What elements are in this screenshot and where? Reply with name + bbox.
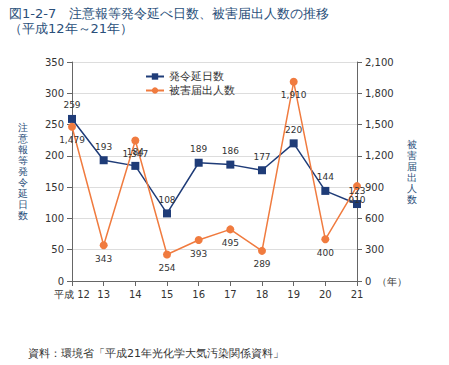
svg-text:1,500: 1,500 [365, 119, 394, 130]
svg-text:令: 令 [18, 177, 28, 188]
svg-text:400: 400 [317, 248, 334, 258]
svg-text:900: 900 [365, 182, 384, 193]
svg-text:出: 出 [407, 172, 417, 183]
svg-text:108: 108 [158, 195, 175, 205]
svg-text:0: 0 [58, 276, 64, 287]
svg-text:（平成12年～21年）: （平成12年～21年） [9, 21, 133, 36]
svg-text:発令延日数: 発令延日数 [169, 70, 224, 83]
svg-text:等: 等 [18, 155, 28, 166]
svg-text:0: 0 [365, 276, 371, 287]
svg-text:1,910: 1,910 [281, 90, 307, 100]
svg-text:被害届出人数: 被害届出人数 [169, 84, 235, 97]
svg-text:人: 人 [407, 183, 417, 194]
svg-text:193: 193 [95, 142, 112, 152]
svg-text:600: 600 [365, 213, 384, 224]
svg-text:20: 20 [319, 289, 332, 300]
svg-text:300: 300 [45, 88, 64, 99]
svg-text:220: 220 [285, 125, 302, 135]
svg-text:報: 報 [18, 144, 28, 155]
svg-text:平成 12: 平成 12 [54, 289, 90, 300]
svg-text:50: 50 [51, 244, 64, 255]
svg-text:資料：環境省「平成21年光化学大気汚染関係資料」: 資料：環境省「平成21年光化学大気汚染関係資料」 [28, 347, 284, 360]
svg-text:1,800: 1,800 [365, 88, 394, 99]
svg-text:200: 200 [45, 150, 64, 161]
svg-text:254: 254 [158, 263, 175, 273]
svg-text:495: 495 [222, 238, 239, 248]
svg-text:13: 13 [97, 289, 110, 300]
svg-text:届: 届 [407, 161, 417, 172]
svg-text:意: 意 [17, 133, 28, 144]
svg-text:発: 発 [18, 166, 28, 177]
svg-text:150: 150 [45, 182, 64, 193]
svg-text:数: 数 [18, 210, 28, 221]
svg-text:289: 289 [253, 259, 270, 269]
svg-text:17: 17 [224, 289, 237, 300]
svg-text:393: 393 [190, 249, 207, 259]
svg-text:19: 19 [287, 289, 300, 300]
svg-text:259: 259 [63, 100, 80, 110]
svg-text:350: 350 [45, 57, 64, 68]
svg-text:1,200: 1,200 [365, 150, 394, 161]
svg-text:1,479: 1,479 [59, 135, 85, 145]
svg-text:延: 延 [17, 188, 28, 199]
svg-text:数: 数 [407, 194, 417, 205]
svg-text:1,347: 1,347 [122, 149, 148, 159]
svg-text:343: 343 [95, 254, 112, 264]
svg-text:18: 18 [256, 289, 269, 300]
svg-text:21: 21 [351, 289, 364, 300]
svg-text:14: 14 [129, 289, 142, 300]
svg-text:被: 被 [407, 139, 417, 150]
svg-text:189: 189 [190, 144, 207, 154]
svg-text:123: 123 [348, 185, 366, 196]
svg-text:910: 910 [348, 195, 365, 205]
svg-text:100: 100 [45, 213, 64, 224]
svg-text:害: 害 [407, 150, 417, 161]
svg-text:注: 注 [18, 122, 28, 133]
svg-text:177: 177 [253, 152, 270, 162]
svg-text:144: 144 [317, 172, 334, 182]
svg-text:図1-2-7 注意報等発令延べ日数、被害届出人数の推移: 図1-2-7 注意報等発令延べ日数、被害届出人数の推移 [9, 6, 329, 21]
svg-text:300: 300 [365, 244, 384, 255]
svg-text:16: 16 [192, 289, 205, 300]
svg-text:250: 250 [45, 119, 64, 130]
svg-text:日: 日 [18, 199, 28, 210]
svg-text:（年）: （年） [377, 276, 407, 287]
svg-text:15: 15 [161, 289, 174, 300]
svg-text:186: 186 [222, 146, 239, 156]
svg-text:2,100: 2,100 [365, 57, 394, 68]
